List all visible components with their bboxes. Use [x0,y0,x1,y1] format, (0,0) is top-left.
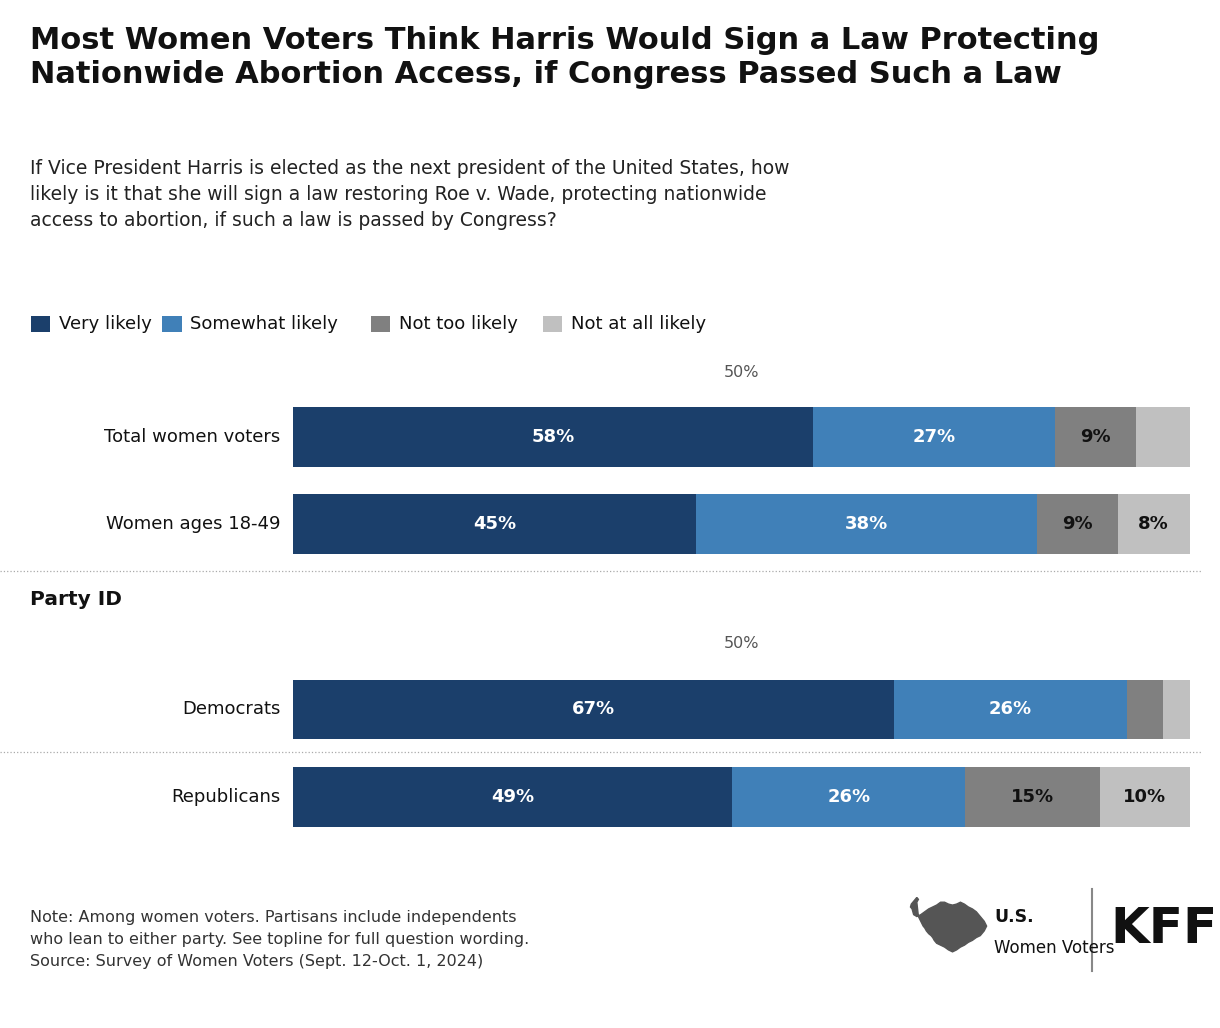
Polygon shape [910,897,987,952]
Text: 58%: 58% [531,428,575,446]
Text: If Vice President Harris is elected as the next president of the United States, : If Vice President Harris is elected as t… [30,159,791,230]
Text: U.S.: U.S. [994,908,1033,926]
Text: Somewhat likely: Somewhat likely [190,315,338,333]
Text: Democrats: Democrats [182,700,281,719]
Text: Women Voters: Women Voters [994,939,1115,957]
Text: Women ages 18-49: Women ages 18-49 [106,515,281,534]
Text: 26%: 26% [827,787,870,806]
Text: Total women voters: Total women voters [105,428,281,446]
Text: Not too likely: Not too likely [399,315,517,333]
Text: 49%: 49% [490,787,534,806]
Text: Note: Among women voters. Partisans include independents
who lean to either part: Note: Among women voters. Partisans incl… [30,910,529,969]
Text: 27%: 27% [913,428,955,446]
Text: KFF: KFF [1110,905,1218,953]
Text: Most Women Voters Think Harris Would Sign a Law Protecting
Nationwide Abortion A: Most Women Voters Think Harris Would Sig… [30,26,1100,89]
Text: 9%: 9% [1063,515,1093,534]
Text: 10%: 10% [1124,787,1166,806]
Text: 9%: 9% [1080,428,1110,446]
Text: 45%: 45% [473,515,516,534]
Text: Republicans: Republicans [171,787,281,806]
Text: 50%: 50% [723,365,759,380]
Text: Party ID: Party ID [30,590,122,609]
Text: 67%: 67% [572,700,615,719]
Text: 15%: 15% [1011,787,1054,806]
Text: Not at all likely: Not at all likely [571,315,706,333]
Text: 26%: 26% [988,700,1032,719]
Text: 8%: 8% [1138,515,1169,534]
Text: 38%: 38% [845,515,888,534]
Text: 50%: 50% [723,635,759,651]
Text: Very likely: Very likely [59,315,151,333]
